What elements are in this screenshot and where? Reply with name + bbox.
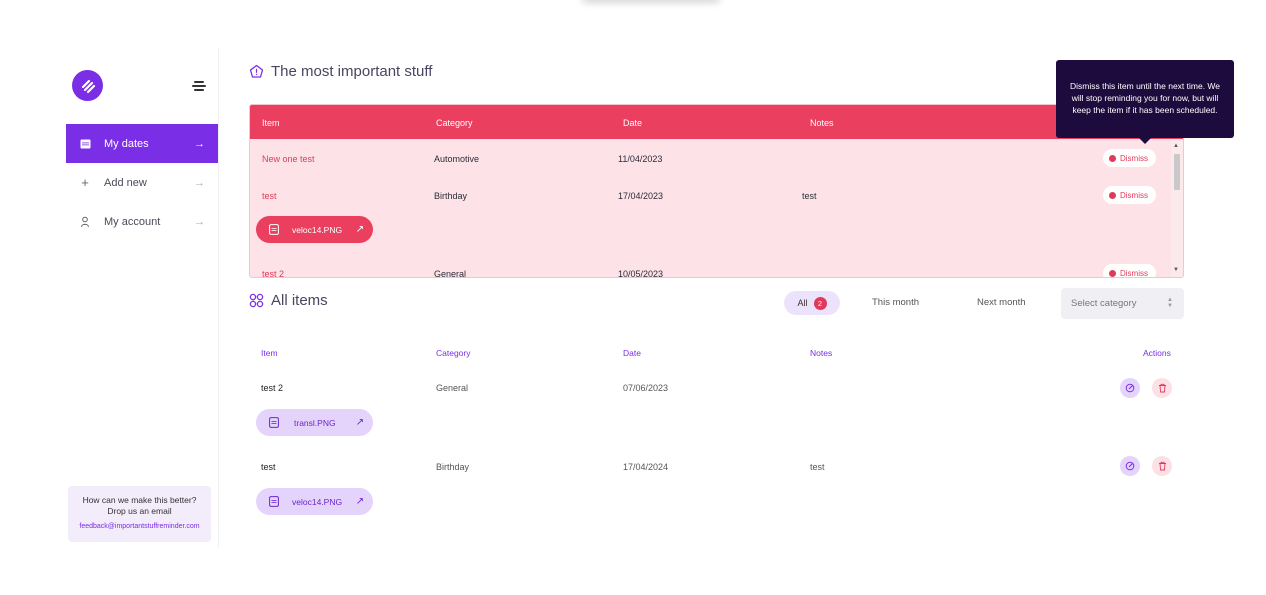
dismiss-button[interactable]: Dismiss bbox=[1103, 186, 1156, 204]
dismiss-button[interactable]: Dismiss bbox=[1103, 149, 1156, 167]
scroll-down-icon[interactable]: ▼ bbox=[1173, 267, 1179, 273]
dismiss-button[interactable]: Dismiss bbox=[1103, 264, 1156, 278]
logo-icon bbox=[81, 79, 95, 93]
filter-all-tab[interactable]: All 2 bbox=[784, 291, 840, 315]
col-header-category: Category bbox=[436, 348, 471, 358]
category-select[interactable]: Select category ▲ ▼ bbox=[1061, 288, 1184, 319]
col-header-notes: Notes bbox=[810, 348, 833, 358]
sidebar-item-my-account[interactable]: My account → bbox=[66, 202, 218, 241]
user-icon bbox=[66, 216, 104, 228]
feedback-line1: How can we make this better? bbox=[82, 495, 197, 505]
col-header-notes: Notes bbox=[810, 118, 834, 128]
sidebar: My dates → + Add new → My account → How … bbox=[66, 48, 219, 548]
dismiss-label: Dismiss bbox=[1120, 190, 1148, 200]
important-section-title: The most important stuff bbox=[249, 63, 432, 80]
file-attachment[interactable]: veloc14.PNG ↗ bbox=[256, 488, 373, 515]
all-items-section-title: All items bbox=[249, 292, 328, 309]
select-caret-icon: ▲ ▼ bbox=[1167, 297, 1173, 309]
scroll-up-icon[interactable]: ▲ bbox=[1173, 143, 1179, 149]
row-category: General bbox=[436, 383, 469, 393]
grid-icon bbox=[249, 293, 264, 308]
feedback-email-link[interactable]: feedback@importantstuffreminder.com bbox=[79, 523, 200, 530]
feedback-box: How can we make this better? Drop us an … bbox=[68, 486, 211, 542]
trash-icon bbox=[1158, 383, 1166, 393]
row-date: 17/04/2023 bbox=[618, 191, 664, 201]
important-table-header: Item Category Date Notes bbox=[250, 105, 1183, 139]
trash-icon bbox=[1158, 461, 1166, 471]
file-name: transl.PNG bbox=[294, 417, 336, 428]
sidebar-item-add-new[interactable]: + Add new → bbox=[66, 163, 218, 202]
delete-button[interactable] bbox=[1152, 456, 1172, 476]
feedback-line2: Drop us an email bbox=[107, 506, 172, 516]
menu-toggle-icon[interactable] bbox=[192, 81, 206, 91]
filter-all-label: All bbox=[797, 298, 808, 308]
select-placeholder: Select category bbox=[1071, 298, 1137, 309]
file-icon bbox=[256, 496, 292, 507]
row-category: Birthday bbox=[436, 462, 470, 472]
scrollbar-thumb[interactable] bbox=[1174, 154, 1180, 190]
row-item: test 2 bbox=[261, 383, 284, 393]
row-date: 10/05/2023 bbox=[618, 269, 664, 278]
dismiss-icon bbox=[1109, 191, 1116, 199]
file-icon bbox=[256, 224, 292, 235]
dismiss-label: Dismiss bbox=[1120, 268, 1148, 278]
section-title-text: All items bbox=[271, 292, 328, 309]
sidebar-item-label: My account bbox=[104, 215, 161, 228]
table-scrollbar[interactable]: ▲ ▼ bbox=[1171, 139, 1183, 277]
file-icon bbox=[256, 417, 292, 428]
app-logo[interactable] bbox=[72, 70, 103, 101]
row-category: Automotive bbox=[434, 154, 480, 164]
sidebar-item-my-dates[interactable]: My dates → bbox=[66, 124, 218, 163]
col-header-date: Date bbox=[623, 348, 641, 358]
edit-icon bbox=[1125, 461, 1135, 471]
external-link-icon: ↗ bbox=[355, 417, 365, 428]
row-date: 11/04/2023 bbox=[618, 154, 663, 164]
dismiss-tooltip: Dismiss this item until the next time. W… bbox=[1056, 60, 1234, 144]
row-date: 17/04/2024 bbox=[623, 462, 669, 472]
col-header-date: Date bbox=[623, 118, 643, 128]
row-date: 07/06/2023 bbox=[623, 383, 669, 393]
important-table: Item Category Date Notes New one test Au… bbox=[249, 104, 1184, 278]
row-notes: test bbox=[810, 462, 825, 472]
col-header-item: Item bbox=[262, 118, 280, 128]
row-item: New one test bbox=[262, 154, 315, 164]
row-notes: test bbox=[802, 191, 817, 201]
row-item: test bbox=[261, 462, 276, 472]
edit-icon bbox=[1125, 383, 1135, 393]
file-attachment[interactable]: transl.PNG ↗ bbox=[256, 409, 373, 436]
arrow-right-icon: → bbox=[194, 137, 205, 150]
dismiss-icon bbox=[1109, 154, 1116, 162]
file-name: veloc14.PNG bbox=[292, 496, 343, 507]
arrow-right-icon: → bbox=[194, 176, 205, 189]
col-header-item: Item bbox=[261, 348, 278, 358]
row-category: Birthday bbox=[434, 191, 468, 201]
sidebar-item-label: My dates bbox=[104, 137, 149, 150]
row-item: test bbox=[262, 191, 277, 201]
external-link-icon: ↗ bbox=[355, 496, 365, 507]
file-name: veloc14.PNG bbox=[292, 224, 343, 235]
count-badge: 2 bbox=[813, 296, 827, 310]
file-attachment[interactable]: veloc14.PNG ↗ bbox=[256, 216, 373, 243]
edit-button[interactable] bbox=[1120, 456, 1140, 476]
dismiss-icon bbox=[1109, 269, 1116, 277]
arrow-right-icon: → bbox=[194, 215, 205, 228]
col-header-category: Category bbox=[436, 118, 473, 128]
row-category: General bbox=[434, 269, 467, 278]
filter-this-month-tab[interactable]: This month bbox=[872, 297, 919, 308]
col-header-actions: Actions bbox=[1143, 348, 1171, 358]
delete-button[interactable] bbox=[1152, 378, 1172, 398]
row-item: test 2 bbox=[262, 269, 285, 278]
filter-next-month-tab[interactable]: Next month bbox=[977, 297, 1026, 308]
calendar-icon bbox=[66, 138, 104, 149]
plus-icon: + bbox=[81, 175, 89, 190]
page-title: The most important stuff bbox=[271, 63, 433, 80]
dismiss-label: Dismiss bbox=[1120, 153, 1148, 163]
warning-icon bbox=[249, 64, 264, 79]
edit-button[interactable] bbox=[1120, 378, 1140, 398]
external-link-icon: ↗ bbox=[355, 224, 365, 235]
sidebar-item-label: Add new bbox=[104, 176, 147, 189]
